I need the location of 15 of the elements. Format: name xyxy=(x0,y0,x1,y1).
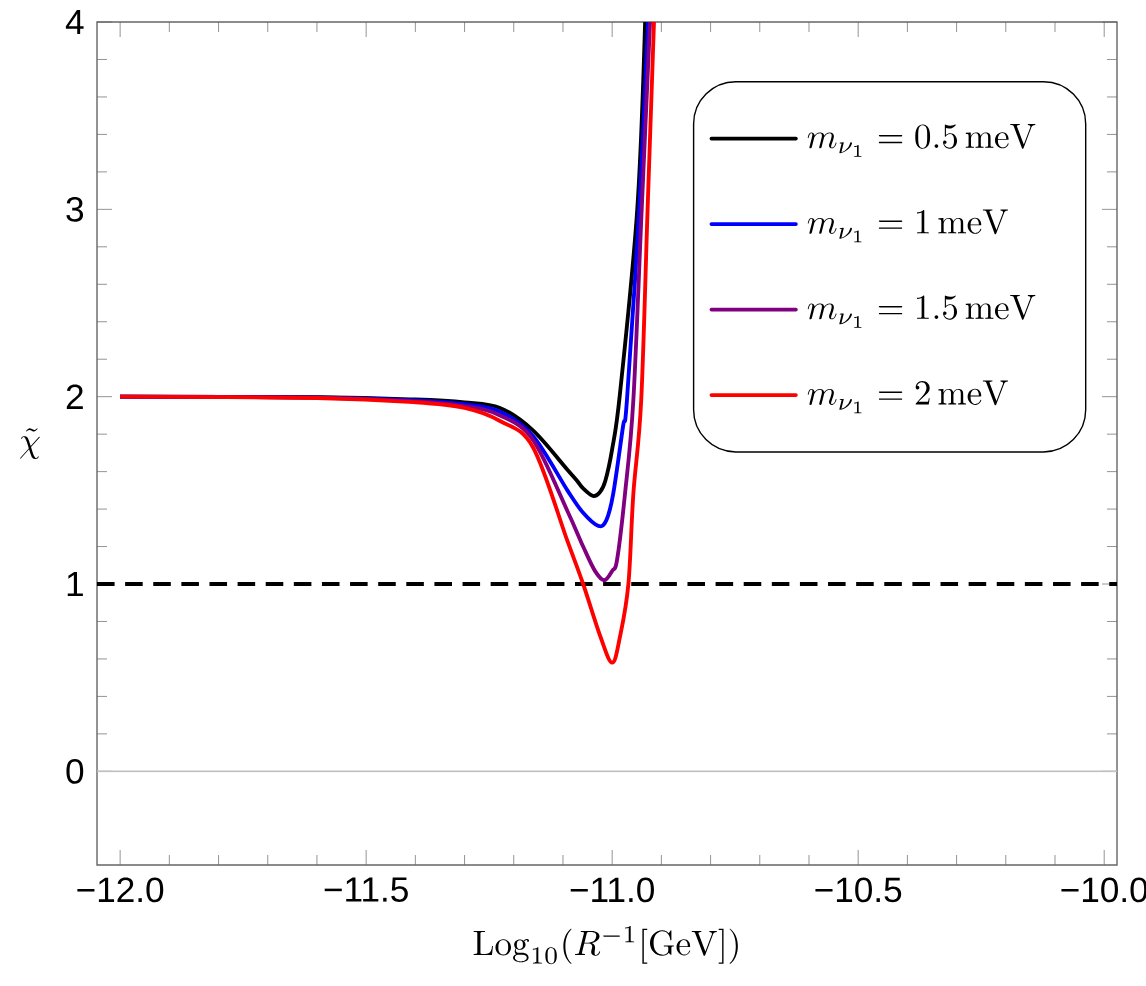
legend-label: $m_{\nu_1} = 1\,\mathrm{meV}$ xyxy=(807,209,1008,243)
y-tick-label: 4 xyxy=(65,9,84,35)
y-tick-label: 3 xyxy=(66,196,84,222)
x-tick-label: −12.0 xyxy=(77,877,164,903)
x-tick-label: −10.5 xyxy=(815,877,902,903)
y-tick-label: 1 xyxy=(67,571,83,597)
x-tick-label: −11.0 xyxy=(570,877,654,903)
x-tick-label: −11.5 xyxy=(324,877,408,902)
legend-label: $m_{\nu_1} = 1.5\,\mathrm{meV}$ xyxy=(807,294,1036,328)
y-axis-title: $\tilde{\chi}$ xyxy=(20,428,40,460)
legend-label: $m_{\nu_1} = 2\,\mathrm{meV}$ xyxy=(807,380,1008,414)
y-tick-label: 2 xyxy=(66,384,83,409)
legend-label: $m_{\nu_1} = 0.5\,\mathrm{meV}$ xyxy=(807,123,1036,157)
x-axis-title: $\mathrm{Log}_{10}(R^{-1}[\mathrm{GeV}])$ xyxy=(473,925,738,965)
y-tick-label: 0 xyxy=(66,758,84,784)
